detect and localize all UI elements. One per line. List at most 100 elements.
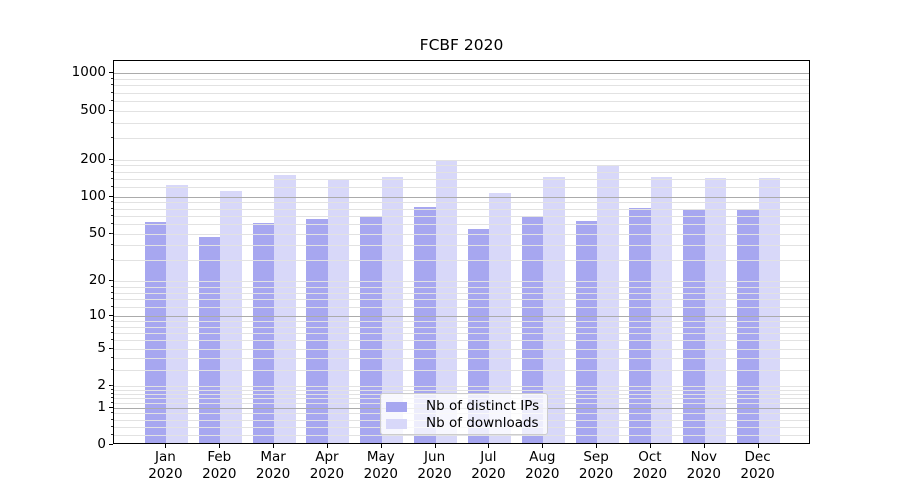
x-tick-year: 2020	[363, 465, 398, 482]
y-minor-tick-mark	[111, 84, 113, 86]
x-tick-mark	[542, 444, 544, 448]
gridline-minor	[114, 233, 809, 235]
x-tick-mark	[703, 444, 705, 448]
bar-distinct-ips-apr	[306, 219, 328, 443]
x-tick-mark	[326, 444, 328, 448]
gridline-minor	[114, 435, 809, 437]
gridline-minor	[114, 292, 809, 294]
gridline-minor	[114, 215, 809, 217]
y-tick-label: 50	[88, 224, 106, 241]
gridline-minor	[114, 385, 809, 387]
y-minor-tick-mark	[111, 280, 113, 282]
x-tick-label: Mar 2020	[243, 449, 303, 482]
bar-downloads-dec	[758, 177, 781, 443]
x-tick-mark	[488, 444, 490, 448]
y-minor-tick-mark	[111, 78, 113, 79]
y-minor-tick-mark	[111, 332, 113, 334]
y-minor-tick-mark	[111, 388, 113, 390]
gridline-minor	[114, 223, 809, 225]
bar-distinct-ips-feb	[198, 237, 221, 443]
x-tick-year: 2020	[740, 465, 775, 482]
y-minor-tick-mark	[111, 369, 113, 371]
legend-swatch-downloads	[386, 418, 407, 429]
x-tick-label: Jul 2020	[458, 449, 518, 482]
x-tick-year: 2020	[255, 465, 291, 482]
legend-swatch-distinct-ips	[386, 401, 407, 412]
bar-distinct-ips-may	[360, 216, 382, 443]
x-tick-month: Dec	[744, 449, 771, 465]
bar-distinct-ips-jan	[144, 221, 167, 443]
gridline-minor	[114, 187, 809, 188]
bar-downloads-sep	[597, 166, 619, 443]
gridline-minor	[114, 333, 809, 335]
gridline-minor	[114, 138, 809, 139]
gridline-minor	[114, 79, 809, 80]
gridline-minor	[114, 245, 809, 247]
y-minor-tick-mark	[111, 418, 113, 420]
gridline-minor	[114, 299, 809, 301]
x-tick-label: May 2020	[351, 449, 411, 482]
x-tick-label: Jan 2020	[135, 449, 195, 482]
y-minor-tick-mark	[111, 291, 113, 293]
y-minor-tick-mark	[111, 222, 113, 224]
gridline-minor	[114, 307, 809, 308]
y-tick-label: 1000	[71, 64, 106, 81]
x-tick-label: Oct 2020	[620, 449, 680, 482]
y-tick-label: 5	[97, 339, 106, 356]
x-tick-mark	[596, 444, 598, 448]
x-tick-label: Aug 2020	[512, 449, 572, 482]
x-tick-year: 2020	[202, 465, 237, 482]
y-tick-label: 200	[80, 150, 106, 167]
x-tick-mark	[434, 444, 436, 448]
x-tick-year: 2020	[525, 465, 560, 482]
x-tick-label: Apr 2020	[297, 449, 357, 482]
gridline-minor	[114, 178, 809, 180]
y-tick-label: 10	[88, 307, 106, 323]
y-tick-mark	[109, 195, 113, 197]
gridline-minor	[114, 85, 809, 87]
gridline-minor	[114, 159, 809, 161]
plot-area: Nb of distinct IPs Nb of downloads	[113, 60, 810, 444]
bar-downloads-oct	[650, 176, 673, 443]
y-minor-tick-mark	[111, 164, 113, 166]
bar-distinct-ips-dec	[737, 208, 759, 443]
gridline-minor	[114, 100, 809, 102]
y-minor-tick-mark	[111, 339, 113, 341]
x-tick-year: 2020	[686, 465, 721, 482]
y-tick-label: 2	[97, 376, 106, 393]
y-tick-label: 20	[88, 272, 106, 289]
bar-downloads-nov	[704, 177, 727, 443]
gridline-minor	[114, 340, 809, 342]
gridline-major	[114, 316, 809, 317]
y-minor-tick-mark	[111, 425, 113, 427]
bar-downloads-apr	[327, 178, 350, 443]
y-tick-label: 100	[80, 187, 106, 204]
x-tick-year: 2020	[417, 465, 452, 482]
y-tick-label: 0	[97, 436, 106, 452]
y-minor-tick-mark	[111, 214, 113, 216]
y-minor-tick-mark	[111, 121, 113, 123]
y-minor-tick-mark	[111, 347, 113, 349]
gridline-minor	[114, 171, 809, 173]
x-tick-year: 2020	[471, 465, 506, 482]
bar-distinct-ips-nov	[683, 209, 705, 443]
x-tick-label: Sep 2020	[566, 449, 626, 482]
y-minor-tick-mark	[111, 259, 113, 261]
y-minor-tick-mark	[111, 357, 113, 359]
y-minor-tick-mark	[111, 306, 113, 307]
y-minor-tick-mark	[111, 325, 113, 327]
chart-title: FCBF 2020	[419, 36, 504, 54]
y-tick-mark	[109, 444, 113, 445]
bar-distinct-ips-mar	[252, 222, 275, 443]
y-minor-tick-mark	[111, 298, 113, 300]
x-tick-year: 2020	[309, 465, 345, 482]
x-tick-label: Feb 2020	[189, 449, 249, 482]
gridline-minor	[114, 358, 809, 360]
gridline-minor	[114, 110, 809, 112]
legend-item-downloads: Nb of downloads	[386, 415, 547, 432]
gridline-minor	[114, 286, 809, 288]
y-minor-tick-mark	[111, 158, 113, 160]
gridline-major	[114, 196, 809, 198]
y-minor-tick-mark	[111, 109, 113, 111]
